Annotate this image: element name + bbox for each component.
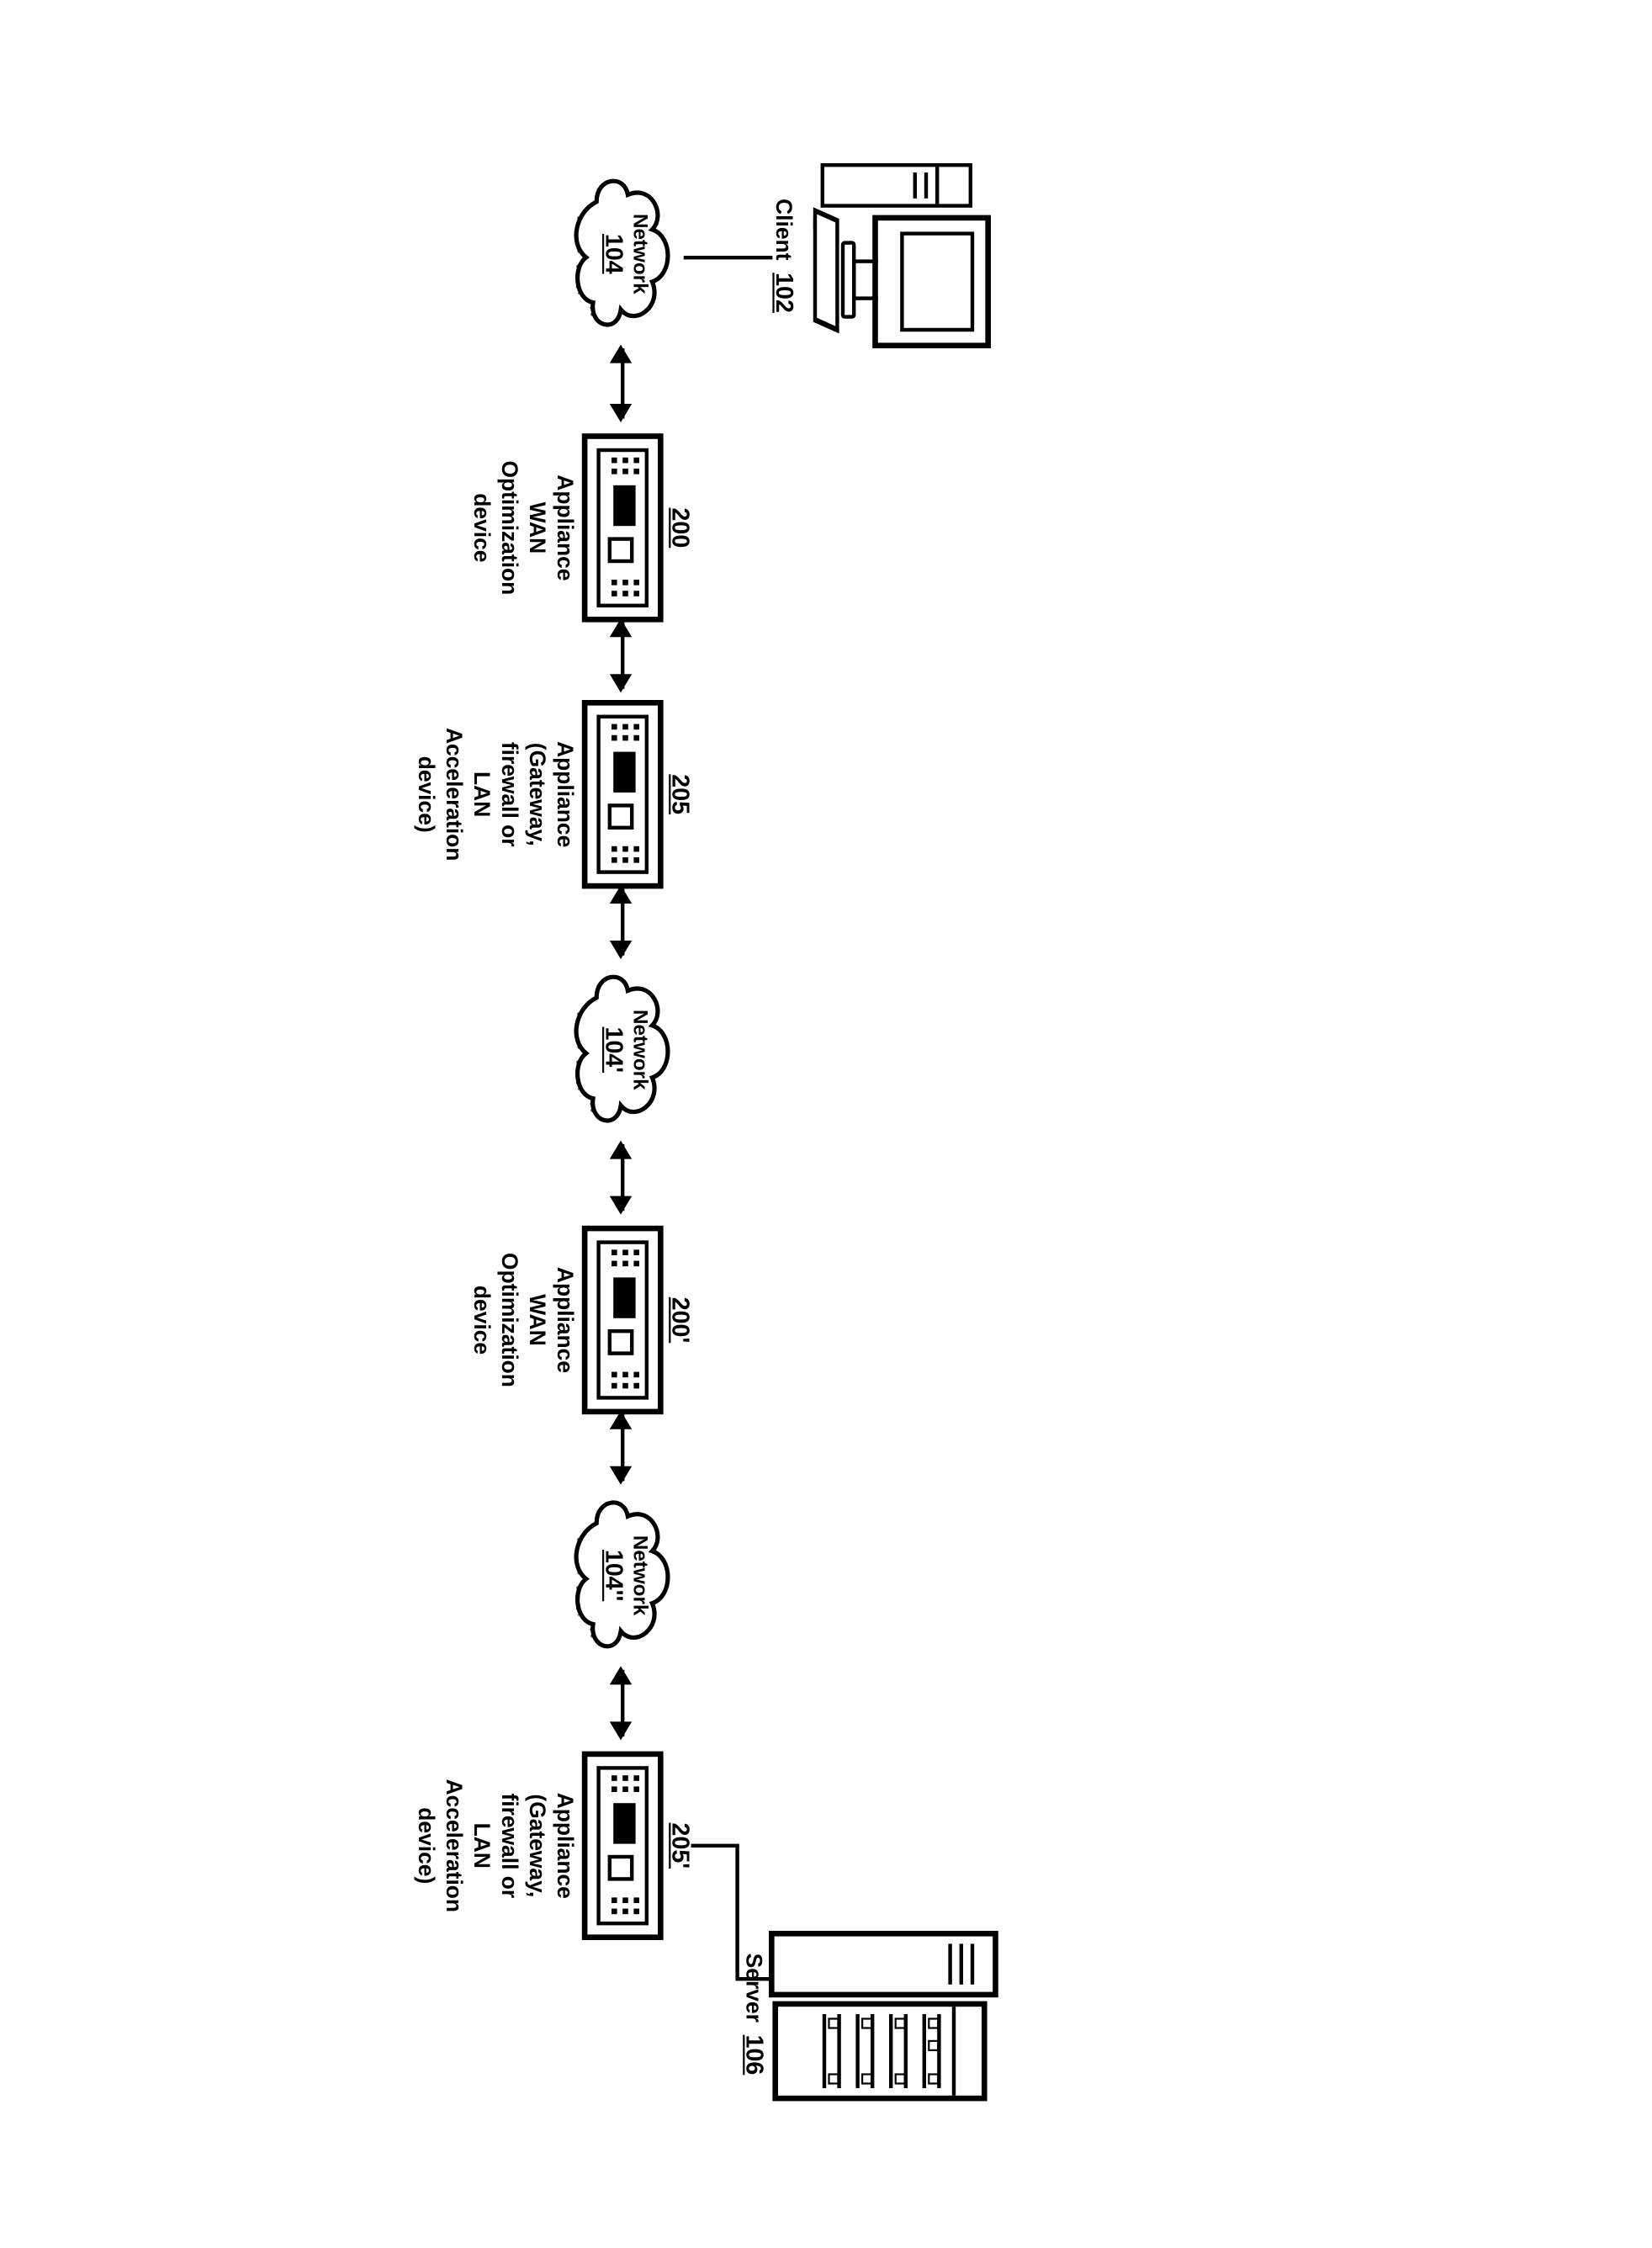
server-label: Server [741, 1954, 767, 2023]
edge-server-vline [735, 1977, 772, 1980]
network-104p-node: Network 104' [562, 962, 684, 1137]
network-label: Network [628, 1010, 650, 1090]
appliance-icon [582, 700, 664, 888]
cloud-icon: Network 104' [562, 962, 684, 1137]
server-node: Server 106 [739, 1903, 998, 2125]
appliance-ref: 205 [667, 692, 695, 896]
network-104-node: Network 104 [562, 167, 684, 341]
edge-server-hline [735, 1844, 739, 1977]
network-ref: 104'' [600, 1488, 627, 1662]
server-ref: 106 [741, 2035, 769, 2076]
appliance-line: WAN [522, 1218, 550, 1422]
cloud-icon: Network 104'' [562, 1488, 684, 1662]
appliance-line: device [467, 426, 495, 629]
appliance-title: Appliance [550, 1744, 578, 1948]
edge-a205-n2 [621, 888, 624, 955]
page: Client 102 [0, 0, 1652, 2248]
appliance-line: (Gateway, [522, 692, 550, 896]
edge-a205p-server [691, 1844, 736, 1848]
appliance-line: device) [411, 1744, 439, 1948]
network-ref: 104' [600, 962, 627, 1137]
appliance-205p-node: 205' Appliance (Gateway, firewall or [411, 1744, 695, 1948]
appliance-ref: 200 [667, 426, 695, 629]
appliance-title: Appliance [550, 692, 578, 896]
appliance-icon [582, 433, 664, 622]
cloud-icon: Network 104 [562, 167, 684, 341]
appliance-line: firewall or [495, 692, 522, 896]
appliance-ref: 200' [667, 1218, 695, 1422]
network-ref: 104 [600, 167, 627, 341]
appliance-line: firewall or [495, 1744, 522, 1948]
edge-client-n1 [684, 256, 773, 259]
client-label: Client [770, 199, 797, 260]
appliance-line: (Gateway, [522, 1744, 550, 1948]
appliance-line: Optimization [495, 1218, 522, 1422]
edge-a200p-n3 [621, 1414, 624, 1481]
appliance-icon [582, 1226, 664, 1414]
network-104pp-node: Network 104'' [562, 1488, 684, 1662]
edge-n2-a200p [621, 1144, 624, 1211]
appliance-205-node: 205 Appliance (Gateway, firewall or [411, 692, 695, 896]
network-label: Network [628, 1535, 650, 1615]
appliance-title: Appliance [550, 1218, 578, 1422]
client-node: Client 102 [768, 145, 991, 367]
figure-strip: Client 102 [0, 126, 1009, 2162]
edge-n3-a205p [621, 1670, 624, 1736]
appliance-200p-node: 200' Appliance WAN Optimization d [467, 1218, 695, 1422]
appliance-200-node: 200 Appliance WAN Optimization de [467, 426, 695, 629]
appliance-icon [582, 1752, 664, 1940]
client-ref: 102 [770, 273, 798, 313]
appliance-line: Acceleration [439, 1744, 467, 1948]
network-label: Network [628, 214, 650, 294]
edge-a200-a205 [621, 623, 624, 689]
appliance-line: LAN [467, 1744, 495, 1948]
server-icon [776, 1931, 998, 2097]
figure-rotated-wrap: Client 102 [0, 126, 1009, 2162]
client-icon [806, 163, 991, 348]
appliance-line: Optimization [495, 426, 522, 629]
appliance-line: Acceleration [439, 692, 467, 896]
appliance-line: WAN [522, 426, 550, 629]
edge-n1-a200 [621, 348, 624, 419]
appliance-line: device [467, 1218, 495, 1422]
appliance-title: Appliance [550, 426, 578, 629]
appliance-line: LAN [467, 692, 495, 896]
diagram-row: Client 102 [232, 126, 1009, 2162]
appliance-line: device) [411, 692, 439, 896]
